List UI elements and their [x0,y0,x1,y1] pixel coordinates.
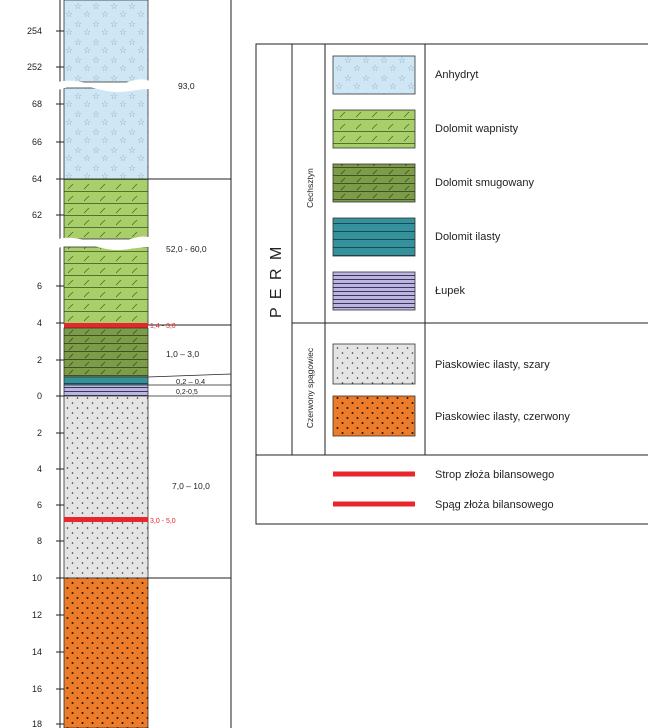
legend-label-anhydrite: Anhydryt [435,69,478,81]
legend-label-olive-dolomite: Dolomit smugowany [435,177,535,189]
depth-tick-label: 68 [32,99,42,109]
depth-tick-label: 62 [32,210,42,220]
legend-label-red-sandstone: Piaskowiec ilasty, czerwony [435,411,570,423]
group-label-czerwony-spagowiec: Czerwony spągowiec [305,347,315,428]
era-label-perm: P E R M [268,245,285,318]
depth-tick-label: 4 [37,464,42,474]
thickness-thin-b: 0,2-0,5 [176,389,198,396]
depth-tick-label: 66 [32,137,42,147]
layer-dolomite-upper [63,178,149,240]
swatch-grey-sandstone [332,343,416,385]
break-anhydrite [58,79,158,92]
depth-tick-label: 252 [27,62,42,72]
swatch-shale [332,271,416,311]
legend-label-roof: Strop złoża bilansowego [435,469,554,481]
depth-tick-label: 2 [37,355,42,365]
depth-ticks [56,30,64,725]
layer-red-sandstone [63,577,149,728]
swatch-red-sandstone [332,395,416,437]
depth-tick-label: 12 [32,610,42,620]
depth-tick-label: 0 [37,391,42,401]
legend-frame [255,43,648,525]
layer-shale [63,384,149,397]
depth-tick-label: 8 [37,536,42,546]
layer-anhydrite-lower [63,87,149,180]
swatch-lightgreen-dolomite [332,109,416,149]
depth-tick-label: 18 [32,719,42,728]
layer-red-roof [64,323,148,328]
layer-grey-sandstone [63,395,149,579]
depth-tick-label: 2 [37,428,42,438]
legend: P E R M Cechsztyn Czerwony spągowiec Anh… [255,43,648,525]
group-label-cechsztyn: Cechsztyn [305,168,315,208]
thickness-dolomite: 52,0 - 60,0 [166,244,207,254]
legend-label-floor: Spąg złoża bilansowego [435,499,554,511]
legend-label-grey-sandstone: Piaskowiec ilasty, szary [435,359,550,371]
layer-anhydrite-upper [63,0,149,83]
legend-label-shale: Łupek [435,285,465,297]
depth-tick-label: 14 [32,647,42,657]
depth-tick-label: 64 [32,174,42,184]
depth-tick-label: 6 [37,500,42,510]
thickness-grey-sandstone: 7,0 – 10,0 [172,481,210,491]
legend-label-lightgreen-dolomite: Dolomit wapnisty [435,123,519,135]
boundary-thin-a [147,373,232,378]
depth-tick-label: 10 [32,573,42,583]
red-label-floor: 3,0 - 5,0 [150,518,176,525]
thickness-thin-a: 0,2 – 0,4 [176,377,205,386]
layer-teal-dolomite [63,376,149,386]
depth-tick-label: 6 [37,281,42,291]
thickness-anhydrite: 93,0 [178,81,195,91]
swatch-anhydrite [332,55,416,95]
swatch-olive-dolomite [332,163,416,203]
swatch-teal-dolomite [332,217,416,257]
thickness-lower-dolomite: 1,0 – 3,0 [166,349,199,359]
layer-red-floor [64,517,148,522]
depth-tick-label: 4 [37,318,42,328]
layer-olive-dolomite [63,327,149,378]
strat-column: 254 252 68 66 64 62 6 4 2 0 2 4 6 8 10 1… [27,0,232,728]
layer-dolomite-lower [63,246,149,325]
break-dolomite [58,236,158,250]
red-label-roof: 1,4 - 3,0 [150,323,176,330]
depth-tick-label: 254 [27,26,42,36]
depth-tick-label: 16 [32,684,42,694]
legend-label-teal-dolomite: Dolomit ilasty [435,231,501,243]
